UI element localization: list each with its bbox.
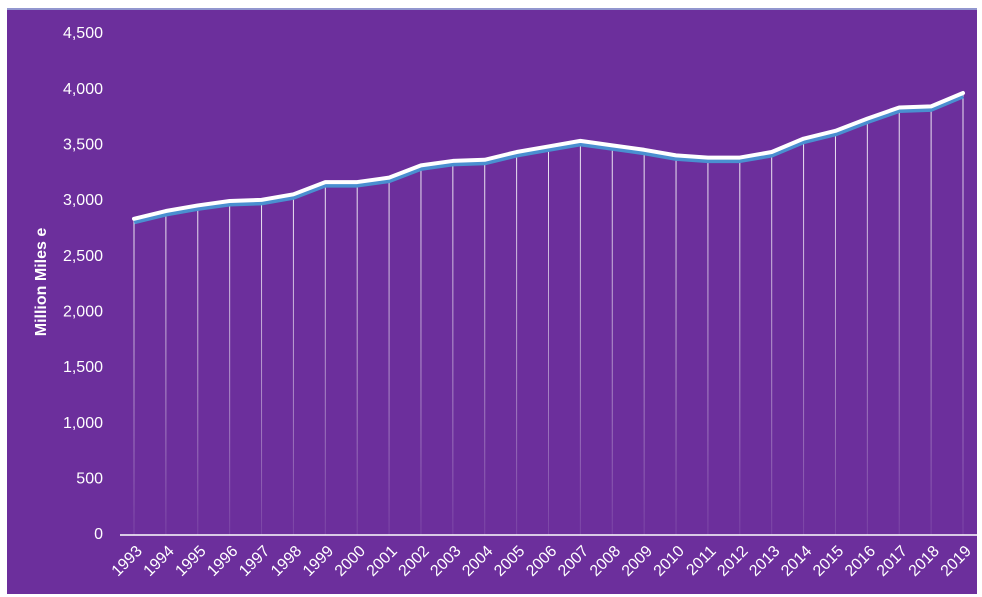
y-tick-label: 1,500 [63,359,103,376]
drop-line [771,152,773,535]
y-tick-label: 2,500 [63,248,103,265]
drop-line [292,194,294,535]
y-tick-label: 3,500 [63,137,103,154]
drop-line [739,157,741,535]
line-shadow [133,93,964,225]
drop-line [803,138,805,536]
y-tick-label: 4,500 [63,25,103,42]
drop-line [611,145,613,536]
drop-line [930,106,932,535]
drop-line [324,182,326,535]
y-tick-label: 1,000 [63,415,103,432]
y-tick-label: 4,000 [63,81,103,98]
drop-line [165,211,167,535]
drop-line [133,218,135,535]
drop-line [420,165,422,535]
drop-line [261,199,263,536]
drop-line [579,140,581,535]
drop-line [548,146,549,536]
drop-line [484,159,486,535]
drop-line [834,130,836,536]
y-axis-title: Million Miles e [33,228,50,337]
y-tick-label: 0 [94,526,103,543]
y-tick-label: 2,000 [63,304,103,321]
drop-line [866,118,868,535]
drop-line [516,152,518,535]
background [7,8,977,594]
line [132,91,965,221]
y-tick-label: 500 [76,471,103,488]
drop-line [675,155,677,535]
drop-line [707,157,709,535]
drop-line [388,177,390,535]
y-tick-label: 3,000 [63,192,103,209]
drop-line [898,107,900,535]
drop-line [197,205,199,535]
drop-line [229,201,231,535]
drop-line [452,160,454,536]
drop-line [962,93,964,536]
drop-line [643,149,645,535]
drop-line [356,182,358,535]
